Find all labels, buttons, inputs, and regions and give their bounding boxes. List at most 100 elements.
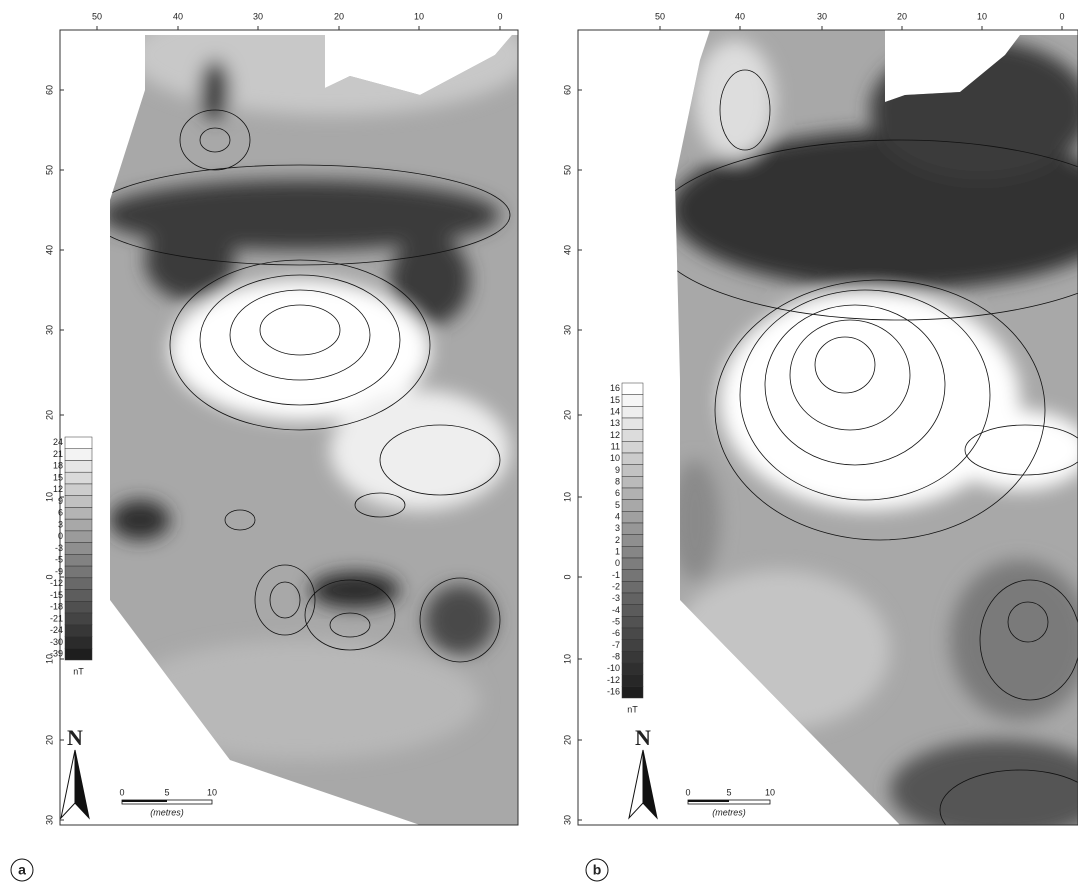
y-tick-label: 60 xyxy=(44,85,54,95)
legend-swatch xyxy=(65,637,92,649)
legend-label: 12 xyxy=(53,484,63,494)
shade-area xyxy=(670,570,890,730)
legend-label: -3 xyxy=(612,593,620,603)
legend-swatch xyxy=(622,546,643,558)
legend-label: -16 xyxy=(607,687,620,697)
scale-bar-fill xyxy=(122,800,167,802)
legend-label: -8 xyxy=(612,652,620,662)
y-tick-label: 50 xyxy=(562,165,572,175)
legend-swatch xyxy=(65,449,92,461)
shade-area xyxy=(695,40,775,160)
legend-label: 3 xyxy=(58,519,63,529)
legend-swatch xyxy=(622,441,643,453)
legend-label: -1 xyxy=(612,570,620,580)
legend-label: -5 xyxy=(612,617,620,627)
y-tick-label: 30 xyxy=(562,815,572,825)
y-tick-label: 20 xyxy=(44,410,54,420)
legend-label: -7 xyxy=(612,640,620,650)
legend-swatch xyxy=(622,453,643,465)
legend-swatch xyxy=(65,601,92,613)
shade-area xyxy=(310,572,400,608)
legend-unit: nT xyxy=(73,666,84,676)
legend-swatch xyxy=(622,430,643,442)
survey-map xyxy=(578,30,1078,850)
legend-swatch xyxy=(65,460,92,472)
legend-label: 9 xyxy=(615,465,620,475)
legend-swatch xyxy=(65,531,92,543)
north-label: N xyxy=(67,725,83,750)
shade-area xyxy=(670,460,720,580)
legend-label: 8 xyxy=(615,477,620,487)
legend-label: -12 xyxy=(607,675,620,685)
legend-swatch xyxy=(622,535,643,547)
legend-label: 4 xyxy=(615,512,620,522)
x-tick-label: 30 xyxy=(253,11,263,21)
map-panel: 5040302010060504030201001020301615141312… xyxy=(562,11,1078,881)
shade-area xyxy=(330,390,510,510)
north-arrow-shade xyxy=(643,750,657,818)
north-label: N xyxy=(635,725,651,750)
legend-label: 24 xyxy=(53,437,63,447)
figure: 5040302010060504030201001020302421181512… xyxy=(0,0,1078,889)
shade-area xyxy=(130,0,530,115)
legend-swatch xyxy=(622,511,643,523)
scale-label: 5 xyxy=(164,787,169,797)
legend-label: 2 xyxy=(615,535,620,545)
legend-label: 6 xyxy=(615,488,620,498)
legend-swatch xyxy=(622,476,643,488)
legend-label: 6 xyxy=(58,508,63,518)
legend-label: -24 xyxy=(50,625,63,635)
legend-swatch xyxy=(622,465,643,477)
legend-label: 11 xyxy=(611,442,620,452)
x-tick-label: 0 xyxy=(1059,11,1064,21)
scale-label: 0 xyxy=(685,787,690,797)
y-tick-label: 50 xyxy=(44,165,54,175)
y-tick-label: 40 xyxy=(562,245,572,255)
legend-swatch xyxy=(622,558,643,570)
legend-label: -10 xyxy=(607,663,620,673)
y-tick-label: 60 xyxy=(562,85,572,95)
legend-swatch xyxy=(622,640,643,652)
legend-label: 9 xyxy=(58,496,63,506)
x-tick-label: 10 xyxy=(977,11,987,21)
legend-label: -39 xyxy=(50,649,63,659)
legend-label: 1 xyxy=(615,547,620,557)
x-tick-label: 40 xyxy=(173,11,183,21)
y-tick-label: 30 xyxy=(44,325,54,335)
legend-label: 16 xyxy=(610,383,620,393)
legend-swatch xyxy=(622,418,643,430)
legend-label: -3 xyxy=(55,543,63,553)
legend-label: 3 xyxy=(615,523,620,533)
legend-swatch xyxy=(65,648,92,660)
legend-swatch xyxy=(65,472,92,484)
north-arrow-shade xyxy=(75,750,89,818)
legend-label: -18 xyxy=(50,602,63,612)
panel-label: a xyxy=(18,862,26,878)
y-tick-label: 10 xyxy=(562,654,572,664)
scale-label: 10 xyxy=(207,787,217,797)
legend-swatch xyxy=(622,593,643,605)
shade-area xyxy=(120,640,480,760)
legend-label: 10 xyxy=(610,453,620,463)
x-tick-label: 0 xyxy=(497,11,502,21)
legend: 24211815129630-3-5-9-12-15-18-21-24-30-3… xyxy=(50,437,92,676)
legend-unit: nT xyxy=(627,704,638,714)
legend-label: 21 xyxy=(53,449,63,459)
page: 5040302010060504030201001020302421181512… xyxy=(0,0,1078,889)
legend-swatch xyxy=(622,628,643,640)
legend-label: -30 xyxy=(50,637,63,647)
x-tick-label: 50 xyxy=(655,11,665,21)
legend-label: 0 xyxy=(58,531,63,541)
legend-swatch xyxy=(65,519,92,531)
panel-label: b xyxy=(593,862,602,878)
scale-label: 10 xyxy=(765,787,775,797)
north-arrow xyxy=(629,750,643,818)
legend-swatch xyxy=(622,675,643,687)
y-tick-label: 20 xyxy=(562,735,572,745)
legend-label: 15 xyxy=(610,395,620,405)
scale-unit: (metres) xyxy=(150,807,184,817)
legend-label: -15 xyxy=(50,590,63,600)
legend-swatch xyxy=(622,581,643,593)
x-tick-label: 20 xyxy=(334,11,344,21)
